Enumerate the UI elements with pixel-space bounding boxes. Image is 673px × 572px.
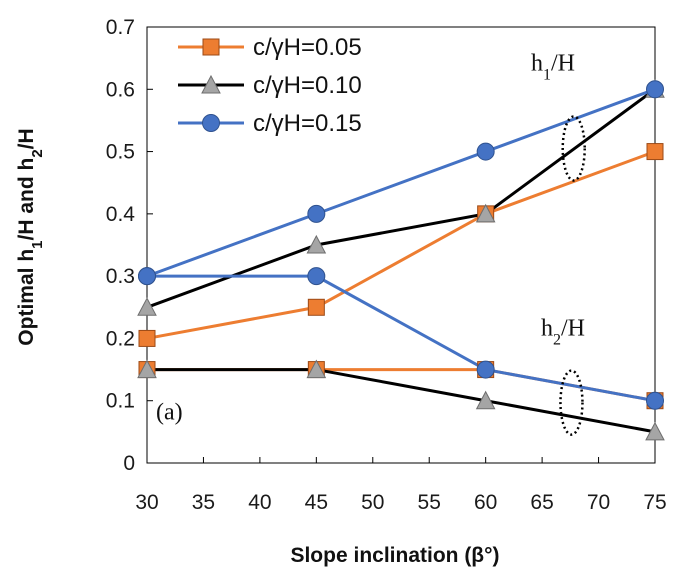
triangle-marker [306, 359, 327, 379]
series-h1-H-square [146, 150, 656, 340]
x-axis-title: Slope inclination (β°) [290, 544, 499, 567]
series-markers-h2-H-triangle [137, 359, 665, 441]
square-marker [138, 329, 156, 347]
circle-marker [476, 142, 495, 161]
h2-label-base: h [541, 315, 553, 341]
triangle-marker [201, 74, 221, 94]
legend-label: c/γH=0.15 [253, 110, 362, 137]
series-h2-H-triangle [147, 368, 656, 434]
y-tick-label: 0 [123, 452, 135, 475]
h1-label-base: h [531, 51, 543, 77]
legend-label: c/γH=0.10 [253, 72, 362, 99]
y-tick-label: 0.2 [106, 327, 135, 350]
y-axis-title-subscript: 2 [29, 149, 46, 157]
series-line [147, 274, 656, 403]
axes: 0 0.1 0.2 0.3 0.4 0.5 0.6 0.7 30 35 40 45 50 55 60 65 70… [15, 16, 667, 567]
y-tick-label: 0.4 [106, 203, 136, 226]
series-markers-h2-H-circle [138, 267, 664, 410]
circle-marker [307, 204, 326, 223]
y-tick-label: 0.1 [106, 390, 135, 413]
x-tick-label: 55 [418, 491, 441, 514]
circle-marker [646, 80, 664, 99]
x-tick-label: 45 [305, 491, 328, 514]
circle-marker [646, 391, 664, 410]
triangle-marker [645, 421, 665, 441]
triangle-marker [137, 359, 157, 379]
square-marker [307, 298, 325, 316]
square-marker [646, 143, 664, 161]
series-line [146, 87, 656, 278]
y-axis-title-part: /H and h [15, 158, 38, 241]
h2-label-subscript: 2 [553, 331, 561, 348]
x-tick-label: 35 [192, 491, 215, 514]
h2-group-ellipse [559, 369, 584, 436]
circle-marker [476, 360, 495, 379]
x-tick-label: 60 [474, 491, 497, 514]
y-tick-label: 0.6 [106, 78, 135, 101]
x-tick-label: 65 [530, 491, 553, 514]
y-tick-label: 0.5 [106, 141, 135, 164]
x-tick-label: 70 [587, 491, 610, 514]
y-axis-title-part: Optimal h [15, 249, 38, 346]
h1-label-subscript: 1 [543, 66, 551, 83]
y-axis-title-subscript: 1 [29, 241, 46, 249]
triangle-marker [475, 203, 496, 223]
circle-marker [138, 267, 156, 286]
y-tick-label: 0.3 [106, 265, 135, 288]
y-axis-title-part: /H [15, 128, 38, 149]
x-tick-label: 50 [361, 491, 384, 514]
annotation-layer: (a)h1/Hh2/H [156, 51, 586, 436]
circle-marker [202, 114, 220, 132]
y-axis-title: Optimal h1/H and h2/H [15, 128, 46, 345]
series-line [147, 368, 656, 434]
circle-marker [307, 267, 326, 286]
square-marker [202, 38, 220, 56]
h1-label: h1/H [531, 51, 575, 84]
x-tick-label: 75 [643, 491, 666, 514]
h2-label: h2/H [541, 315, 585, 348]
legend-item-triangle: c/γH=0.10 [178, 72, 362, 99]
plot-frame [146, 26, 656, 464]
series-layer [137, 79, 665, 441]
h1-label-rest: /H [551, 51, 575, 77]
panel-label: (a) [156, 399, 183, 425]
y-tick-label: 0.7 [106, 16, 135, 39]
series-line [146, 150, 656, 340]
legend-label: c/γH=0.05 [253, 34, 362, 61]
legend-item-square: c/γH=0.05 [178, 34, 362, 61]
series-h2-H-circle [147, 274, 656, 403]
x-tick-label: 40 [248, 491, 271, 514]
h2-label-rest: /H [561, 315, 585, 341]
h1-group-ellipse [561, 115, 586, 182]
series-h1-H-circle [146, 87, 656, 278]
legend: c/γH=0.05 c/γH=0.10 c/γH=0.15 [178, 34, 362, 137]
x-tick-label: 30 [135, 491, 158, 514]
triangle-marker [137, 297, 157, 316]
series-markers-h1-H-circle [138, 80, 664, 286]
triangle-marker [475, 390, 496, 410]
legend-item-circle: c/γH=0.15 [178, 110, 362, 137]
triangle-marker [306, 234, 327, 254]
